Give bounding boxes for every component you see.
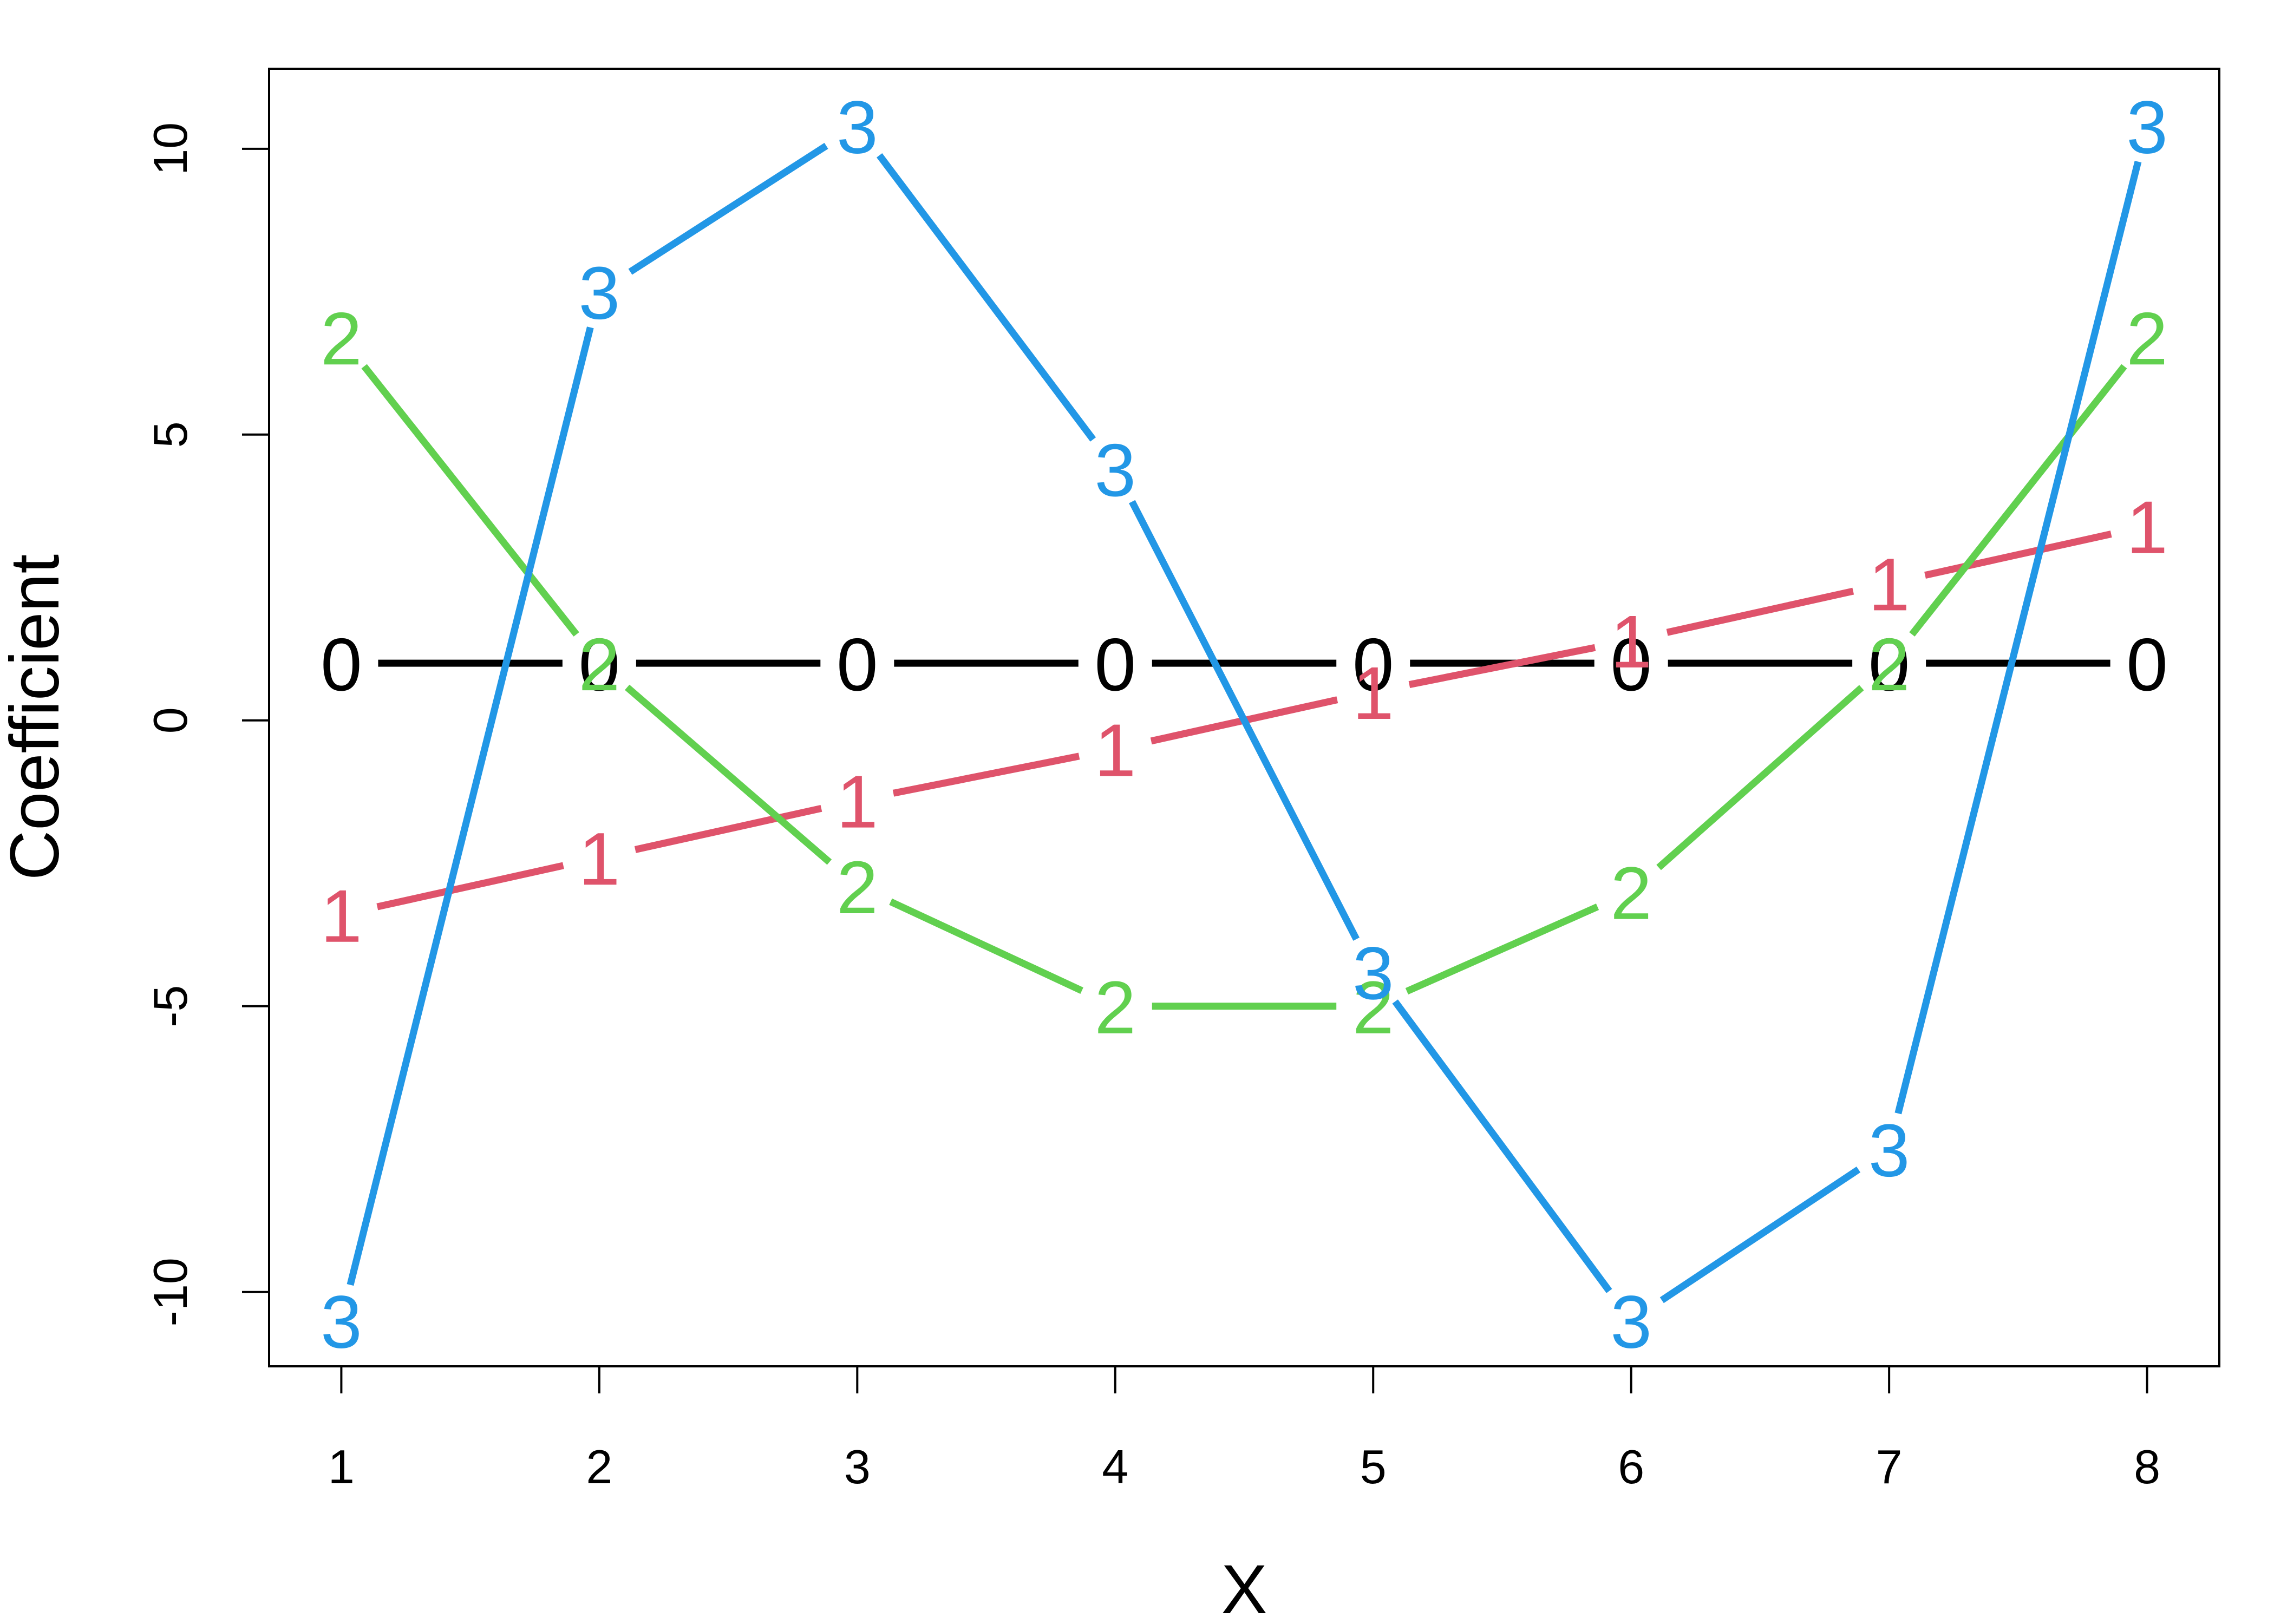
x-tick-label: 6 bbox=[1618, 1440, 1644, 1494]
x-tick-label: 4 bbox=[1102, 1440, 1128, 1494]
x-tick-label: 5 bbox=[1360, 1440, 1387, 1494]
y-tick-label: -5 bbox=[143, 985, 197, 1027]
series-2-point: 2 bbox=[2126, 297, 2168, 381]
series-2-point: 2 bbox=[1610, 852, 1652, 935]
x-tick-label: 7 bbox=[1876, 1440, 1903, 1494]
series-3-segment bbox=[628, 142, 828, 275]
series-2-point: 2 bbox=[578, 623, 620, 706]
series-1-segment bbox=[634, 804, 822, 853]
series-1-segment bbox=[1924, 531, 2112, 579]
series-3-segment bbox=[1129, 500, 1360, 941]
series-1: 1 1 1 1 1 1 1 1 bbox=[321, 486, 2168, 958]
series-0-point: 0 bbox=[321, 623, 362, 706]
series-2-point: 2 bbox=[321, 297, 362, 381]
series-1-point: 1 bbox=[2126, 486, 2168, 569]
series-1-segment bbox=[1408, 644, 1596, 689]
series-3-point: 3 bbox=[1094, 429, 1136, 512]
x-tick-label: 8 bbox=[2134, 1440, 2160, 1494]
series-2-segment bbox=[889, 898, 1083, 994]
y-tick-label: 0 bbox=[143, 707, 197, 734]
x-tick-label: 3 bbox=[844, 1440, 871, 1494]
x-axis-title: X bbox=[1221, 1551, 1267, 1624]
series-0-point: 0 bbox=[2126, 623, 2168, 706]
series-3-point: 3 bbox=[837, 86, 878, 169]
series-3-point: 3 bbox=[321, 1281, 362, 1364]
series-0-point: 0 bbox=[1094, 623, 1136, 706]
series-0-point: 0 bbox=[837, 623, 878, 706]
series-2-segment bbox=[1656, 685, 1864, 870]
series-3-segment bbox=[347, 326, 594, 1286]
series-3-segment bbox=[1392, 999, 1612, 1293]
series-2-point: 2 bbox=[1352, 966, 1394, 1050]
series-0-point: 0 bbox=[1352, 623, 1394, 706]
series-2-segment bbox=[361, 364, 579, 637]
series-2-segment bbox=[1405, 903, 1599, 995]
series-2-point: 2 bbox=[837, 846, 878, 929]
x-tick-label: 2 bbox=[586, 1440, 612, 1494]
series-3-point: 3 bbox=[578, 252, 620, 335]
series-1-segment bbox=[376, 862, 564, 911]
series-0-point: 0 bbox=[578, 623, 620, 706]
series-1-point: 1 bbox=[1352, 652, 1394, 735]
series-1-segment bbox=[892, 752, 1080, 797]
series-1-point: 1 bbox=[1868, 543, 1910, 626]
y-axis-title: Coefficient bbox=[0, 554, 74, 880]
y-axis: -10 -5 0 5 10 bbox=[143, 122, 270, 1326]
series-3-segment bbox=[1659, 1166, 1861, 1304]
series-2-segment bbox=[1909, 364, 2127, 637]
series-1-point: 1 bbox=[1094, 709, 1136, 793]
series-3: 3 3 3 3 3 3 3 3 bbox=[321, 86, 2168, 1364]
series-3-point: 3 bbox=[1610, 1281, 1652, 1364]
series-2: 2 2 2 2 2 2 2 2 bbox=[321, 297, 2168, 1049]
series-0-point: 0 bbox=[1610, 623, 1652, 706]
series-1-point: 1 bbox=[1610, 600, 1652, 684]
series-1-point: 1 bbox=[321, 875, 362, 958]
series-3-point: 3 bbox=[1352, 932, 1394, 1015]
series-2-point: 2 bbox=[1094, 966, 1136, 1050]
series-3-point: 3 bbox=[1868, 1109, 1910, 1193]
y-tick-label: 5 bbox=[143, 421, 197, 448]
series-1-point: 1 bbox=[837, 761, 878, 844]
series-2-segment bbox=[625, 684, 832, 865]
y-tick-label: -10 bbox=[143, 1258, 197, 1326]
series-0: 0 0 0 0 0 0 0 0 bbox=[321, 623, 2168, 706]
series-3-segment bbox=[1894, 160, 2142, 1115]
series-2-point: 2 bbox=[1868, 623, 1910, 706]
x-tick-label: 1 bbox=[328, 1440, 355, 1494]
x-axis: 1 2 3 4 5 6 7 8 bbox=[328, 1365, 2160, 1494]
series-3-segment bbox=[876, 153, 1096, 442]
series-1-point: 1 bbox=[578, 817, 620, 901]
series-0-point: 0 bbox=[1868, 623, 1910, 706]
series-1-segment bbox=[1666, 587, 1854, 636]
series-3-point: 3 bbox=[2126, 86, 2168, 169]
y-tick-label: 10 bbox=[143, 122, 197, 175]
